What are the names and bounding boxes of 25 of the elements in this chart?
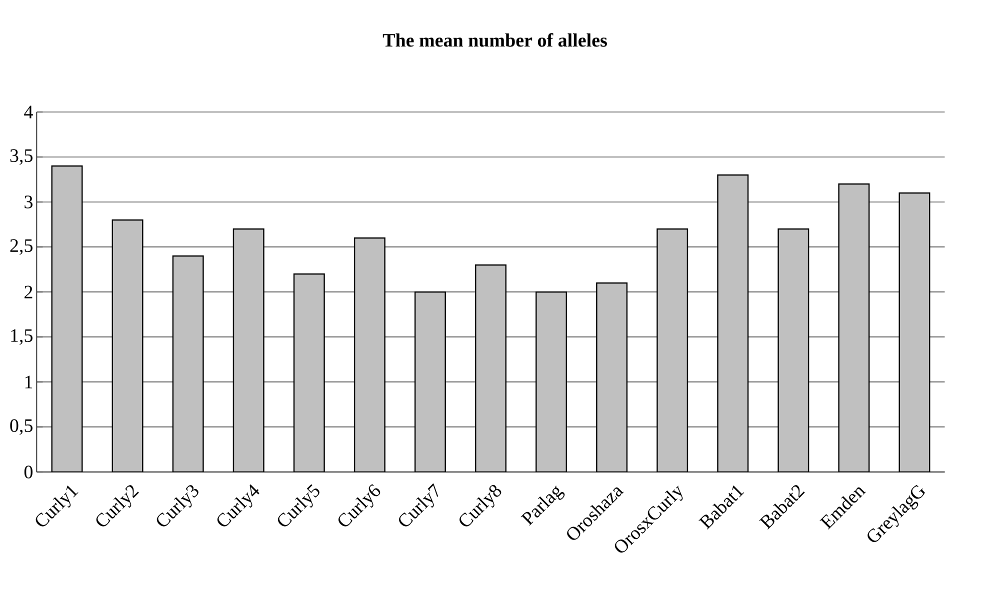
bar [656,228,688,472]
bar [898,192,930,472]
y-tick-label: 0 [24,466,33,478]
bar [112,219,144,472]
chart-title: The mean number of alleles [382,33,607,47]
bar [536,291,568,472]
bar [232,228,264,472]
bar [475,264,506,472]
y-tick-label: 1 [25,376,32,388]
bar [596,282,628,472]
y-tick-label: 4 [24,106,33,118]
bar [778,228,810,472]
bar [717,174,749,472]
y-tick-label: 3 [24,196,32,208]
y-tick-label: 2 [24,286,32,298]
y-tick-label: 3,5 [10,149,32,165]
y-tick-label: 1,5 [11,329,32,345]
bar [172,255,204,472]
bar [293,273,325,472]
bar [354,237,386,472]
bar [838,183,870,472]
bar [414,291,446,472]
y-tick-label: 2,5 [10,239,32,255]
y-tick-label: 0,5 [10,419,32,435]
bar [51,165,83,472]
